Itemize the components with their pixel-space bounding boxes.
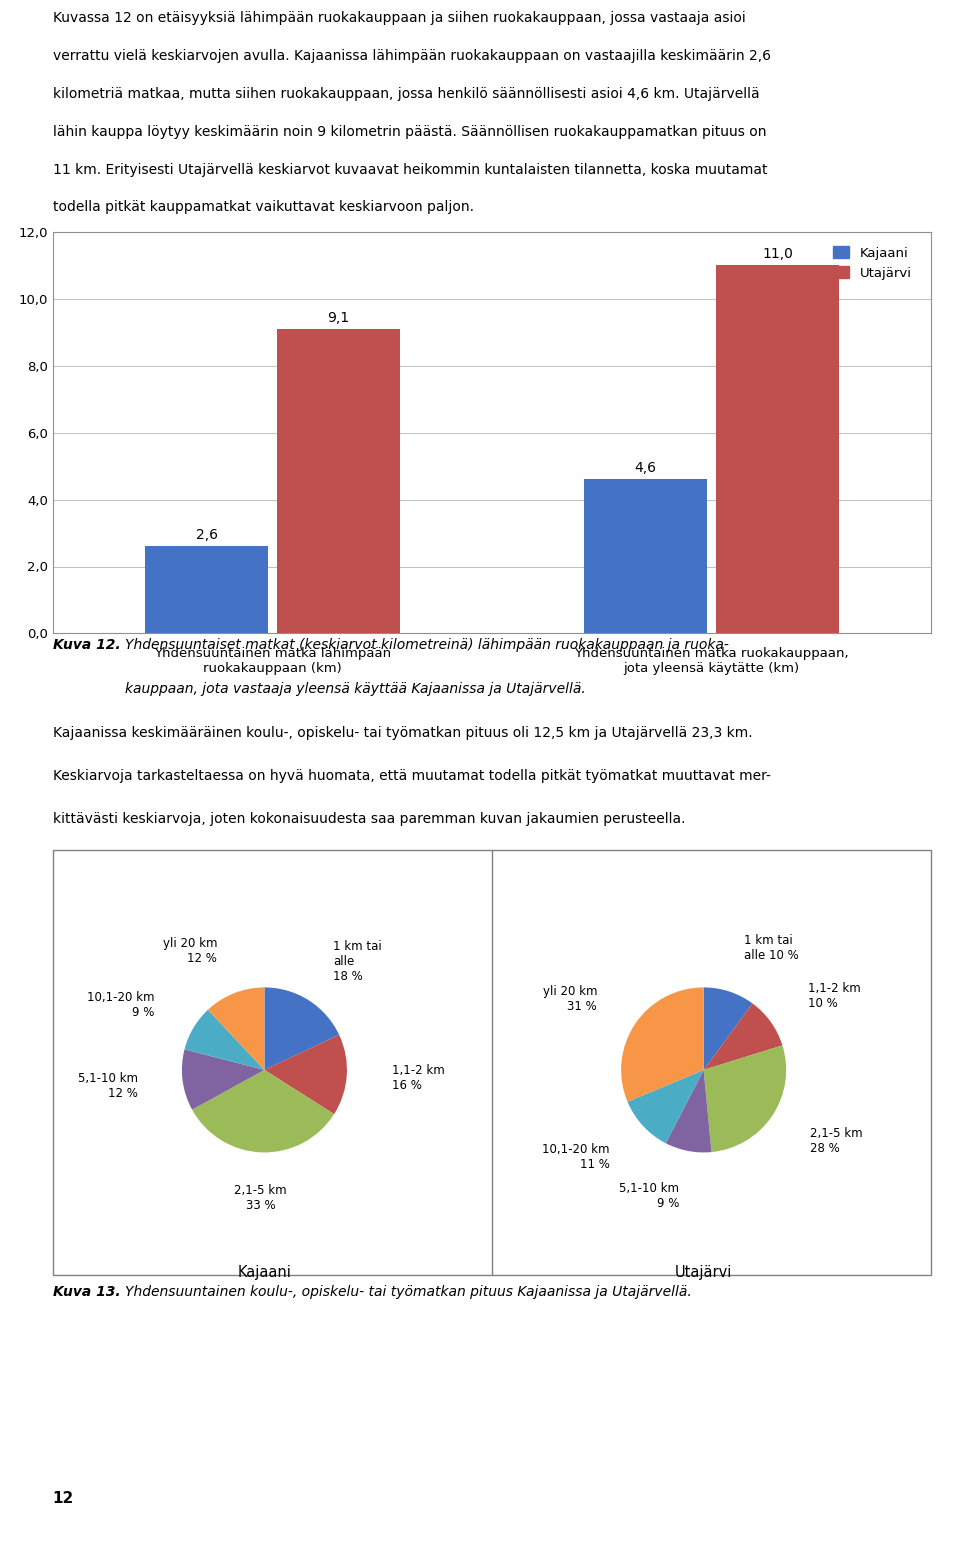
Text: 4,6: 4,6 [635, 462, 657, 476]
Text: 9,1: 9,1 [327, 311, 349, 324]
Text: Yhdensuuntainen koulu-, opiskelu- tai työmatkan pituus Kajaanissa ja Utajärvellä: Yhdensuuntainen koulu-, opiskelu- tai ty… [125, 1285, 691, 1299]
Wedge shape [264, 1035, 347, 1114]
Text: lähin kauppa löytyy keskimäärin noin 9 kilometrin päästä. Säännöllisen ruokakaup: lähin kauppa löytyy keskimäärin noin 9 k… [53, 125, 766, 139]
Text: 10,1-20 km
9 %: 10,1-20 km 9 % [86, 990, 155, 1018]
Text: 1,1-2 km
10 %: 1,1-2 km 10 % [807, 981, 860, 1010]
Legend: Kajaani, Utajärvi: Kajaani, Utajärvi [829, 243, 916, 284]
Text: Kuvassa 12 on etäisyyksiä lähimpään ruokakauppaan ja siihen ruokakauppaan, jossa: Kuvassa 12 on etäisyyksiä lähimpään ruok… [53, 11, 746, 25]
Wedge shape [192, 1069, 334, 1153]
Bar [145, 547, 268, 633]
Wedge shape [264, 987, 339, 1069]
Wedge shape [704, 1046, 786, 1153]
Text: yli 20 km
12 %: yli 20 km 12 % [163, 936, 217, 966]
Text: 11,0: 11,0 [762, 247, 793, 261]
Text: kauppaan, jota vastaaja yleensä käyttää Kajaanissa ja Utajärvellä.: kauppaan, jota vastaaja yleensä käyttää … [125, 683, 586, 697]
Text: Keskiarvoja tarkasteltaessa on hyvä huomata, että muutamat todella pitkät työmat: Keskiarvoja tarkasteltaessa on hyvä huom… [53, 769, 771, 783]
Text: 1 km tai
alle 10 %: 1 km tai alle 10 % [744, 935, 799, 963]
Text: 12: 12 [53, 1491, 74, 1506]
Title: Utajärvi: Utajärvi [675, 1265, 732, 1279]
Bar [716, 266, 839, 633]
Text: Kuva 13.: Kuva 13. [53, 1285, 120, 1299]
Text: 1 km tai
alle
18 %: 1 km tai alle 18 % [333, 941, 382, 984]
Text: 11 km. Erityisesti Utajärvellä keskiarvot kuvaavat heikommin kuntalaisten tilann: 11 km. Erityisesti Utajärvellä keskiarvo… [53, 162, 767, 176]
Wedge shape [628, 1069, 704, 1143]
Text: 2,6: 2,6 [196, 528, 218, 542]
Text: 2,1-5 km
28 %: 2,1-5 km 28 % [810, 1126, 863, 1154]
Text: Yhdensuuntaiset matkat (keskiarvot kilometreinä) lähimpään ruokakauppaan ja ruok: Yhdensuuntaiset matkat (keskiarvot kilom… [125, 638, 729, 652]
Wedge shape [704, 1003, 782, 1069]
Wedge shape [621, 987, 704, 1102]
Text: kilometriä matkaa, mutta siihen ruokakauppaan, jossa henkilö säännöllisesti asio: kilometriä matkaa, mutta siihen ruokakau… [53, 87, 759, 100]
Text: todella pitkät kauppamatkat vaikuttavat keskiarvoon paljon.: todella pitkät kauppamatkat vaikuttavat … [53, 201, 474, 215]
Text: Kuva 12.: Kuva 12. [53, 638, 120, 652]
Text: 1,1-2 km
16 %: 1,1-2 km 16 % [392, 1065, 444, 1092]
Text: 5,1-10 km
12 %: 5,1-10 km 12 % [78, 1072, 137, 1100]
Wedge shape [181, 1049, 264, 1109]
Wedge shape [666, 1069, 711, 1153]
Text: verrattu vielä keskiarvojen avulla. Kajaanissa lähimpään ruokakauppaan on vastaa: verrattu vielä keskiarvojen avulla. Kaja… [53, 49, 771, 63]
Text: kittävästi keskiarvoja, joten kokonaisuudesta saa paremman kuvan jakaumien perus: kittävästi keskiarvoja, joten kokonaisuu… [53, 813, 685, 827]
Wedge shape [704, 987, 753, 1069]
Wedge shape [184, 1010, 264, 1069]
Text: 5,1-10 km
9 %: 5,1-10 km 9 % [619, 1182, 680, 1210]
Wedge shape [208, 987, 264, 1069]
Bar [276, 329, 399, 633]
Text: 2,1-5 km
33 %: 2,1-5 km 33 % [234, 1183, 287, 1211]
Text: yli 20 km
31 %: yli 20 km 31 % [542, 986, 597, 1014]
Text: 10,1-20 km
11 %: 10,1-20 km 11 % [542, 1143, 610, 1171]
Title: Kajaani: Kajaani [237, 1265, 292, 1279]
Text: Kajaanissa keskimääräinen koulu-, opiskelu- tai työmatkan pituus oli 12,5 km ja : Kajaanissa keskimääräinen koulu-, opiske… [53, 726, 753, 740]
Bar [585, 479, 708, 633]
